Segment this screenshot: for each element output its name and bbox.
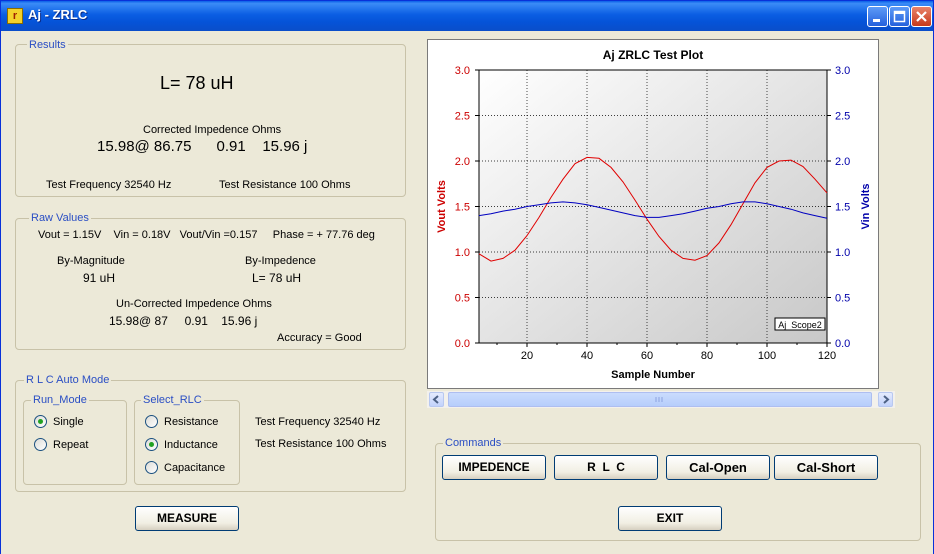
cal-open-button[interactable]: Cal-Open — [666, 455, 770, 480]
minimize-button[interactable] — [867, 6, 888, 27]
radio-capacitance[interactable] — [145, 461, 158, 474]
arrow-left-icon — [432, 395, 439, 404]
radio-capacitance-label[interactable]: Capacitance — [164, 462, 226, 474]
x-tick-label: 60 — [641, 350, 653, 362]
x-tick-label: 120 — [818, 350, 836, 362]
x-tick-label: 100 — [758, 350, 776, 362]
scope-annotation-box — [774, 317, 826, 331]
y-right-tick-label: 0.0 — [835, 338, 850, 350]
radio-repeat-label[interactable]: Repeat — [53, 439, 89, 451]
radio-single-label[interactable]: Single — [53, 416, 84, 428]
run-mode-legend: Run_Mode — [31, 394, 89, 407]
close-icon — [916, 11, 927, 22]
app-icon: r — [7, 8, 23, 24]
y-left-axis-label: Vout Volts — [436, 180, 448, 233]
results-legend: Results — [27, 39, 68, 52]
commands-legend: Commands — [443, 437, 504, 450]
x-tick-label: 80 — [701, 350, 713, 362]
x-axis-label: Sample Number — [611, 369, 695, 381]
x-tick-label: 40 — [581, 350, 593, 362]
x-tick-label: 20 — [521, 350, 533, 362]
inductance-result: L= 78 uH — [160, 73, 234, 93]
y-right-tick-label: 1.0 — [835, 247, 850, 259]
raw-measurement-line: Vout = 1.15V Vin = 0.18V Vout/Vin =0.157… — [38, 229, 375, 241]
results-group — [15, 44, 406, 197]
y-right-axis-label: Vin Volts — [860, 183, 872, 229]
rlc-test-resistance: Test Resistance 100 Ohms — [255, 438, 387, 450]
radio-resistance[interactable] — [145, 415, 158, 428]
uncorrected-impedence-label: Un-Corrected Impedence Ohms — [116, 298, 272, 310]
rlc-test-frequency: Test Frequency 32540 Hz — [255, 416, 381, 428]
results-test-frequency: Test Frequency 32540 Hz — [46, 179, 172, 191]
y-left-tick-label: 1.0 — [455, 247, 470, 259]
y-right-tick-label: 3.0 — [835, 65, 850, 77]
by-impedence-value: L= 78 uH — [252, 271, 302, 285]
y-left-tick-label: 0.0 — [455, 338, 470, 350]
uncorrected-impedence-values: 15.98@ 87 0.91 15.96 j — [109, 314, 258, 328]
select-rlc-legend: Select_RLC — [141, 394, 204, 407]
y-right-tick-label: 0.5 — [835, 293, 850, 305]
grip-icon — [655, 397, 663, 402]
chart-horizontal-scrollbar[interactable] — [427, 391, 895, 408]
corrected-impedence-values: 15.98@ 86.75 0.91 15.96 j — [97, 138, 308, 155]
measure-button[interactable]: MEASURE — [135, 506, 239, 531]
test-plot-chart: 20 40 60 80 100 120 0.0 0.0 0.5 0.5 1.0 1.0 1.5 1.5 2.… — [427, 39, 879, 389]
accuracy-status: Accuracy = Good — [277, 332, 362, 344]
scroll-thumb[interactable] — [448, 392, 872, 407]
window-title: Aj - ZRLC — [28, 7, 88, 22]
y-left-tick-label: 3.0 — [455, 65, 470, 77]
radio-single[interactable] — [34, 415, 47, 428]
y-right-tick-label: 2.0 — [835, 156, 850, 168]
cal-short-button[interactable]: Cal-Short — [774, 455, 878, 480]
rlc-auto-mode-legend: R L C Auto Mode — [24, 374, 112, 387]
vin-series-line — [478, 201, 828, 219]
chart-title: Aj ZRLC Test Plot — [603, 48, 703, 62]
corrected-impedence-label: Corrected Impedence Ohms — [143, 124, 282, 136]
rlc-auto-mode-group — [15, 380, 406, 492]
minimize-icon — [873, 19, 880, 22]
vout-series-line — [478, 156, 828, 262]
arrow-right-icon — [883, 395, 890, 404]
y-left-tick-label: 0.5 — [455, 293, 470, 305]
title-bar[interactable]: r Aj - ZRLC — [1, 1, 933, 31]
radio-resistance-label[interactable]: Resistance — [164, 416, 219, 428]
results-test-resistance: Test Resistance 100 Ohms — [219, 179, 351, 191]
scroll-right-button[interactable] — [878, 392, 893, 407]
client-area: Results L= 78 uH Corrected Impedence Ohm… — [4, 31, 930, 545]
close-button[interactable] — [911, 6, 932, 27]
y-left-tick-label: 1.5 — [455, 202, 470, 214]
status-strip — [1, 546, 933, 554]
scroll-left-button[interactable] — [429, 392, 444, 407]
maximize-button[interactable] — [889, 6, 910, 27]
y-right-tick-label: 1.5 — [835, 202, 850, 214]
radio-inductance[interactable] — [145, 438, 158, 451]
commands-group — [435, 443, 921, 541]
radio-inductance-label[interactable]: Inductance — [164, 439, 218, 451]
maximize-icon — [893, 10, 906, 23]
by-impedence-label: By-Impedence — [245, 255, 316, 267]
y-left-tick-label: 2.5 — [455, 111, 470, 123]
impedence-button[interactable]: IMPEDENCE — [442, 455, 546, 480]
raw-values-group — [15, 218, 406, 350]
y-right-tick-label: 2.5 — [835, 111, 850, 123]
by-magnitude-value: 91 uH — [83, 271, 116, 285]
y-left-tick-label: 2.0 — [455, 156, 470, 168]
scope-annotation-label: Aj_Scope2 — [778, 320, 822, 330]
raw-values-legend: Raw Values — [29, 212, 91, 225]
radio-repeat[interactable] — [34, 438, 47, 451]
rlc-button[interactable]: R L C — [554, 455, 658, 480]
exit-button[interactable]: EXIT — [618, 506, 722, 531]
by-magnitude-label: By-Magnitude — [57, 255, 125, 267]
